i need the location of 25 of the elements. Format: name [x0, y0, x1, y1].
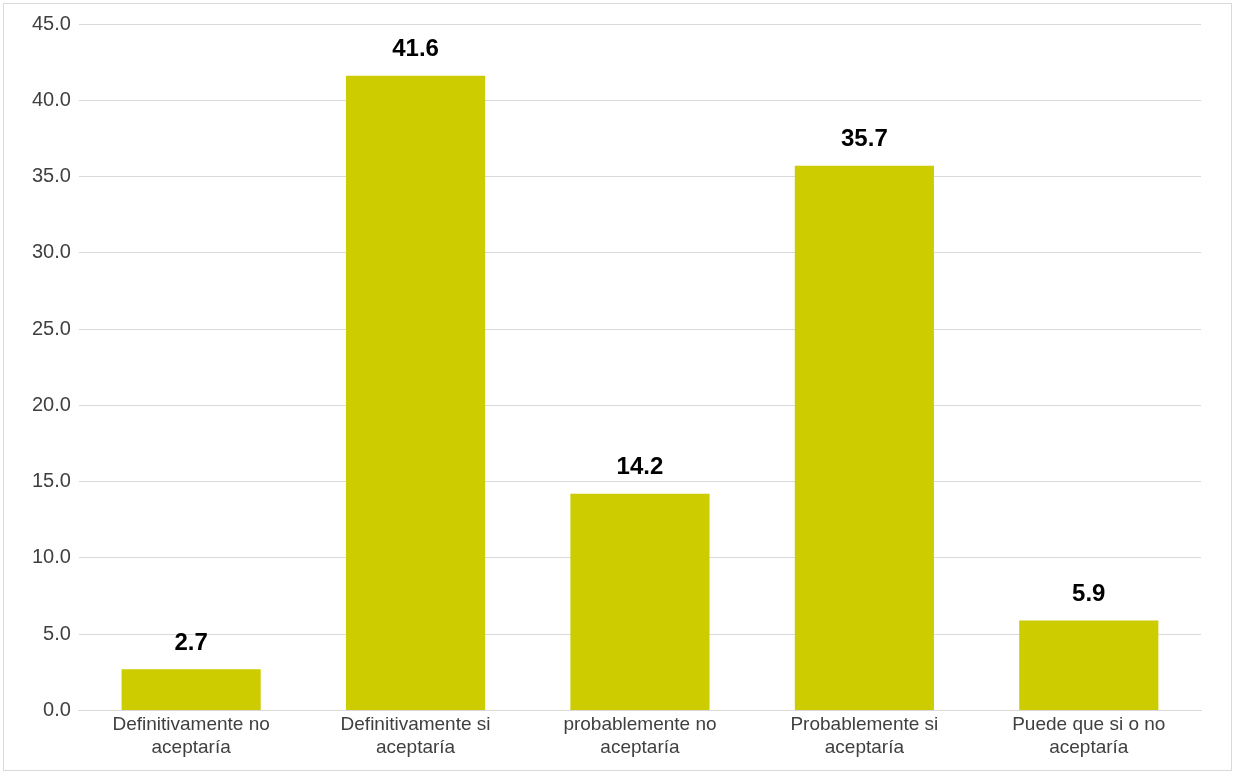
y-tick-label: 40.0 [31, 87, 71, 110]
x-tick-label: Definitivamente no aceptaría [112, 713, 270, 757]
y-tick-label: 0.0 [43, 697, 71, 720]
y-tick-label: 35.0 [31, 164, 71, 187]
data-label: 2.7 [174, 627, 208, 655]
bar [1019, 620, 1159, 710]
y-tick-label: 45.0 [31, 11, 71, 34]
y-tick-label: 15.0 [31, 469, 71, 492]
bar [794, 165, 934, 710]
y-tick-label: 20.0 [31, 392, 71, 415]
y-tick-label: 10.0 [31, 545, 71, 568]
y-tick-label: 5.0 [43, 621, 71, 644]
bar [345, 75, 486, 710]
data-label: 14.2 [616, 452, 664, 480]
bar [570, 493, 710, 710]
bar [121, 669, 261, 710]
y-tick-label: 30.0 [31, 240, 71, 263]
x-tick-label: Definitivamente si aceptaría [340, 713, 491, 757]
y-tick-label: 25.0 [31, 316, 71, 339]
x-tick-label: Puede que si o no aceptaría [1012, 713, 1166, 757]
x-tick-label: Probablemente si aceptaría [790, 713, 939, 757]
data-label: 35.7 [841, 124, 888, 152]
data-label: 41.6 [392, 34, 439, 62]
x-tick-label: probablemente no aceptaría [563, 713, 717, 757]
data-label: 5.9 [1072, 579, 1106, 607]
